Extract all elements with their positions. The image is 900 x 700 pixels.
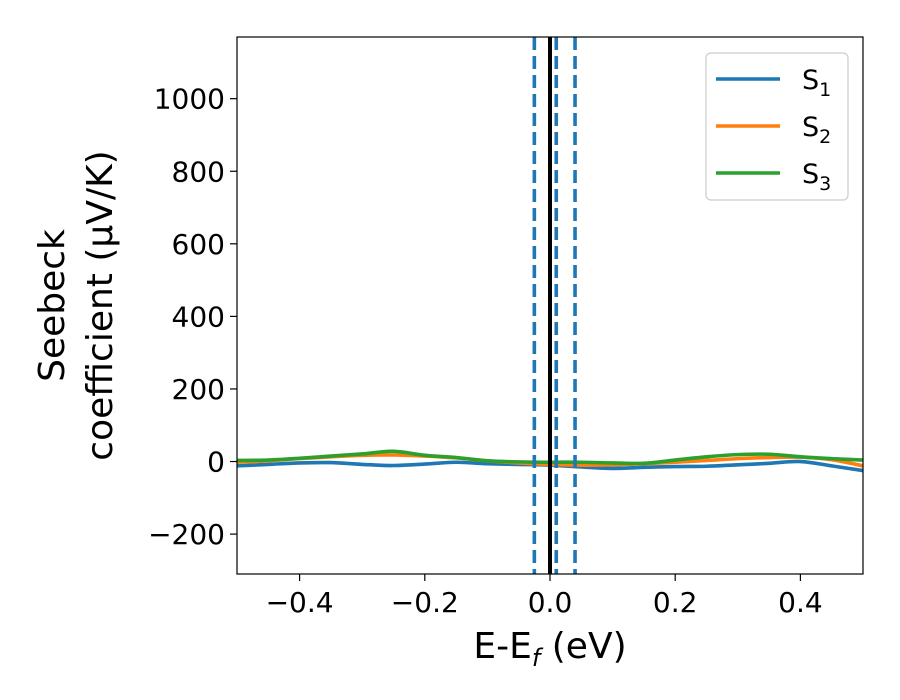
legend-label-main: S xyxy=(802,159,819,190)
y-tick-label: 200 xyxy=(172,373,225,406)
y-tick-label: −200 xyxy=(148,518,225,551)
y-tick-label: 800 xyxy=(172,155,225,188)
legend-label-sub: 1 xyxy=(819,79,831,101)
x-tick-label: 0.4 xyxy=(778,586,823,619)
legend-label-s2: S2 xyxy=(802,112,831,148)
legend-label-sub: 2 xyxy=(819,126,831,148)
y-axis-label-line1: Seebeck xyxy=(32,229,73,382)
y-tick-label: 0 xyxy=(207,446,225,479)
legend-label-s3: S3 xyxy=(802,159,831,195)
y-tick-label: 600 xyxy=(172,228,225,261)
x-tick-label: −0.2 xyxy=(391,586,459,619)
y-tick-label: 1000 xyxy=(154,83,225,116)
x-tick-label: 0.2 xyxy=(653,586,698,619)
plot-content xyxy=(237,37,863,574)
legend-label-main: S xyxy=(802,65,819,96)
legend-label-s1: S1 xyxy=(802,65,831,101)
x-axis-label-unit: (eV) xyxy=(540,626,626,667)
x-tick-label: 0.0 xyxy=(528,586,573,619)
x-axis-label-main: E-E xyxy=(473,626,531,667)
x-axis-ticks: −0.4 −0.2 0.0 0.2 0.4 xyxy=(266,574,823,619)
x-tick-label: −0.4 xyxy=(266,586,334,619)
y-axis-label-line2: coefficient (μV/K) xyxy=(80,150,121,460)
y-tick-label: 400 xyxy=(172,300,225,333)
y-axis-ticks: −200 0 200 400 600 800 1000 xyxy=(148,83,237,551)
legend-label-main: S xyxy=(802,112,819,143)
x-axis-label: E-Ef (eV) xyxy=(473,626,626,672)
y-axis-label: Seebeck coefficient (μV/K) xyxy=(32,150,121,460)
legend-label-sub: 3 xyxy=(819,173,831,195)
